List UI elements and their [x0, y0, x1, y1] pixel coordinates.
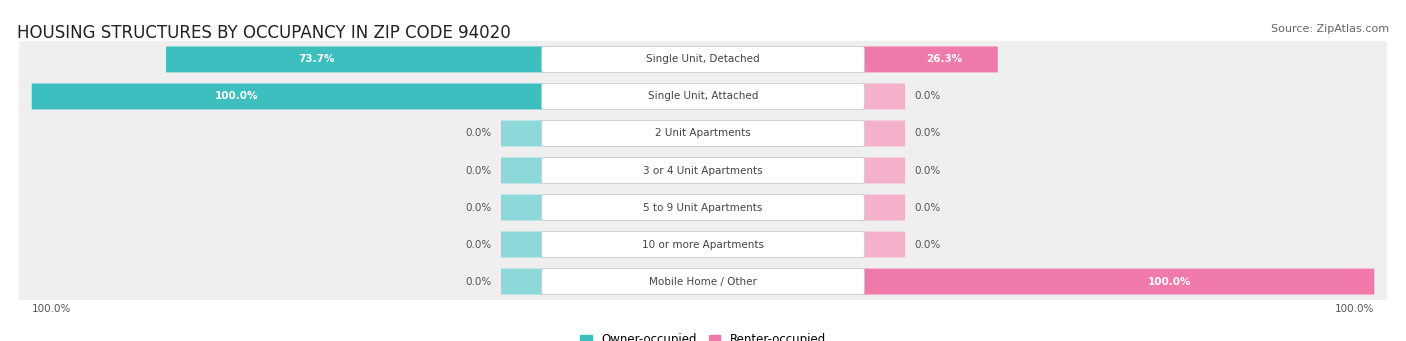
Text: 100.0%: 100.0%: [215, 91, 257, 102]
FancyBboxPatch shape: [20, 183, 1386, 232]
FancyBboxPatch shape: [501, 232, 543, 257]
Legend: Owner-occupied, Renter-occupied: Owner-occupied, Renter-occupied: [575, 329, 831, 341]
FancyBboxPatch shape: [541, 232, 865, 257]
FancyBboxPatch shape: [863, 195, 905, 221]
Text: 2 Unit Apartments: 2 Unit Apartments: [655, 129, 751, 138]
FancyBboxPatch shape: [20, 35, 1386, 84]
FancyBboxPatch shape: [863, 232, 905, 257]
FancyBboxPatch shape: [20, 146, 1386, 195]
Text: 10 or more Apartments: 10 or more Apartments: [643, 239, 763, 250]
FancyBboxPatch shape: [541, 120, 865, 146]
Text: 5 to 9 Unit Apartments: 5 to 9 Unit Apartments: [644, 203, 762, 212]
Text: 0.0%: 0.0%: [465, 239, 492, 250]
FancyBboxPatch shape: [501, 195, 543, 221]
FancyBboxPatch shape: [166, 46, 543, 72]
Text: Source: ZipAtlas.com: Source: ZipAtlas.com: [1271, 24, 1389, 34]
FancyBboxPatch shape: [863, 158, 905, 183]
Text: Mobile Home / Other: Mobile Home / Other: [650, 277, 756, 286]
FancyBboxPatch shape: [541, 195, 865, 221]
Text: 73.7%: 73.7%: [298, 55, 335, 64]
Text: Single Unit, Attached: Single Unit, Attached: [648, 91, 758, 102]
Text: 100.0%: 100.0%: [1149, 277, 1191, 286]
Text: 0.0%: 0.0%: [914, 165, 941, 176]
Text: 0.0%: 0.0%: [914, 91, 941, 102]
FancyBboxPatch shape: [541, 46, 865, 72]
FancyBboxPatch shape: [20, 109, 1386, 158]
Text: 0.0%: 0.0%: [914, 129, 941, 138]
FancyBboxPatch shape: [863, 269, 1374, 295]
FancyBboxPatch shape: [541, 158, 865, 183]
Text: 100.0%: 100.0%: [1334, 304, 1374, 314]
Text: 0.0%: 0.0%: [465, 129, 492, 138]
FancyBboxPatch shape: [863, 46, 998, 72]
Text: 3 or 4 Unit Apartments: 3 or 4 Unit Apartments: [643, 165, 763, 176]
FancyBboxPatch shape: [32, 84, 543, 109]
Text: Single Unit, Detached: Single Unit, Detached: [647, 55, 759, 64]
Text: 0.0%: 0.0%: [465, 165, 492, 176]
FancyBboxPatch shape: [541, 84, 865, 109]
FancyBboxPatch shape: [501, 269, 543, 295]
FancyBboxPatch shape: [20, 220, 1386, 269]
Text: 26.3%: 26.3%: [925, 55, 962, 64]
FancyBboxPatch shape: [501, 158, 543, 183]
FancyBboxPatch shape: [501, 120, 543, 146]
FancyBboxPatch shape: [863, 120, 905, 146]
FancyBboxPatch shape: [20, 72, 1386, 121]
FancyBboxPatch shape: [20, 257, 1386, 306]
Text: 0.0%: 0.0%: [465, 203, 492, 212]
Text: HOUSING STRUCTURES BY OCCUPANCY IN ZIP CODE 94020: HOUSING STRUCTURES BY OCCUPANCY IN ZIP C…: [17, 24, 510, 42]
Text: 100.0%: 100.0%: [32, 304, 72, 314]
Text: 0.0%: 0.0%: [914, 203, 941, 212]
FancyBboxPatch shape: [541, 269, 865, 295]
Text: 0.0%: 0.0%: [914, 239, 941, 250]
FancyBboxPatch shape: [863, 84, 905, 109]
Text: 0.0%: 0.0%: [465, 277, 492, 286]
